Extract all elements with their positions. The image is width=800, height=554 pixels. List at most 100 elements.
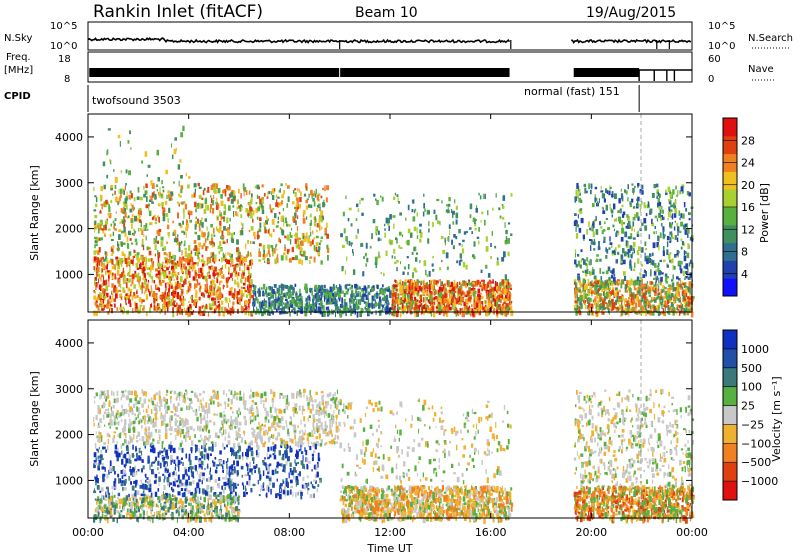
heatmap-cell (259, 306, 262, 312)
heatmap-cell (188, 307, 192, 311)
heatmap-cell (583, 259, 586, 265)
heatmap-cell (284, 235, 287, 239)
heatmap-cell (117, 241, 119, 247)
heatmap-cell (604, 288, 608, 291)
heatmap-cell (168, 251, 172, 258)
heatmap-cell (248, 306, 250, 311)
heatmap-cell (352, 308, 354, 314)
heatmap-cell (355, 234, 358, 239)
heatmap-cell (682, 282, 685, 286)
heatmap-cell (649, 309, 653, 316)
heatmap-cell (442, 249, 446, 255)
heatmap-cell (309, 256, 313, 259)
heatmap-cell (607, 302, 609, 309)
heatmap-cell (244, 304, 247, 308)
heatmap-cell (187, 288, 190, 293)
heatmap-cell (204, 284, 208, 290)
heatmap-cell (677, 230, 679, 236)
heatmap-cell (629, 259, 632, 265)
heatmap-cell (473, 291, 476, 295)
heatmap-cell (437, 280, 439, 284)
heatmap-cell (436, 296, 439, 302)
heatmap-cell (101, 308, 104, 311)
heatmap-cell (419, 260, 421, 264)
heatmap-cell (662, 216, 665, 221)
heatmap-cell (586, 229, 589, 235)
heatmap-cell (668, 253, 671, 260)
heatmap-cell (95, 298, 99, 301)
heatmap-cell (276, 257, 279, 264)
heatmap-cell (473, 255, 476, 260)
heatmap-cell (119, 241, 121, 246)
heatmap-cell (249, 287, 252, 292)
heatmap-cell (306, 198, 309, 201)
heatmap-cell (113, 169, 115, 172)
heatmap-cell (423, 304, 427, 307)
heatmap-cell (197, 280, 199, 284)
heatmap-cell (501, 203, 504, 207)
heatmap-cell (367, 311, 370, 316)
heatmap-cell (279, 188, 281, 193)
heatmap-cell (682, 270, 685, 276)
heatmap-cell (127, 256, 131, 260)
heatmap-cell (123, 216, 125, 220)
heatmap-cell (310, 204, 313, 209)
heatmap-cell (310, 307, 312, 311)
heatmap-cell (403, 293, 407, 299)
heatmap-cell (289, 231, 292, 236)
heatmap-cell (484, 219, 486, 226)
heatmap-cell (129, 130, 131, 135)
heatmap-cell (224, 264, 227, 269)
heatmap-cell (458, 288, 461, 294)
heatmap-cell (124, 198, 128, 204)
heatmap-cell (217, 435, 220, 439)
heatmap-cell (360, 289, 363, 292)
heatmap-cell (303, 193, 307, 197)
heatmap-cell (209, 285, 211, 291)
heatmap-cell (308, 204, 311, 208)
heatmap-cell (174, 281, 177, 287)
heatmap-cell (140, 221, 142, 227)
heatmap-cell (217, 278, 219, 284)
heatmap-cell (411, 305, 413, 310)
heatmap-cell (172, 307, 174, 314)
heatmap-cell (388, 288, 391, 292)
heatmap-cell (408, 282, 411, 285)
heatmap-cell (220, 200, 224, 206)
heatmap-cell (176, 302, 178, 307)
heatmap-cell (109, 158, 111, 162)
heatmap-cell (403, 301, 406, 304)
heatmap-cell (355, 291, 357, 294)
heatmap-cell (380, 289, 384, 295)
heatmap-cell (390, 240, 392, 246)
heatmap-cell (104, 234, 106, 237)
heatmap-cell (448, 197, 451, 202)
heatmap-cell (176, 201, 179, 204)
heatmap-cell (123, 203, 127, 208)
heatmap-cell (148, 210, 152, 217)
heatmap-cell (188, 271, 191, 274)
heatmap-cell (146, 311, 148, 317)
heatmap-cell (643, 218, 647, 224)
heatmap-cell (190, 311, 194, 315)
heatmap-cell (98, 295, 101, 300)
heatmap-cell (611, 270, 614, 275)
heatmap-cell (115, 287, 117, 292)
heatmap-cell (223, 210, 226, 216)
heatmap-cell (177, 280, 179, 284)
heatmap-cell (420, 303, 423, 307)
heatmap-cell (445, 252, 449, 259)
heatmap-cell (232, 301, 234, 306)
heatmap-cell (210, 251, 212, 256)
heatmap-cell (178, 304, 181, 310)
heatmap-cell (218, 307, 220, 314)
heatmap-cell (476, 205, 478, 208)
heatmap-cell (591, 283, 594, 287)
heatmap-cell (439, 286, 442, 291)
heatmap-cell (385, 250, 388, 256)
heatmap-cell (117, 434, 120, 437)
heatmap-cell (182, 298, 184, 301)
heatmap-cell (136, 290, 138, 294)
